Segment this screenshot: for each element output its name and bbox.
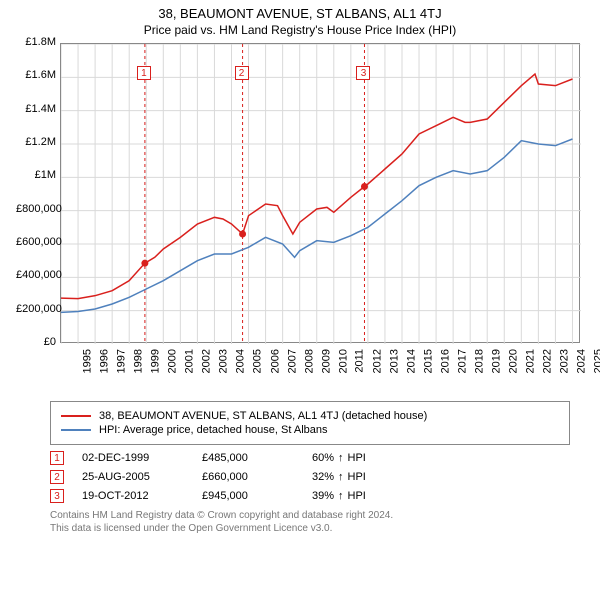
x-tick-label: 2001 xyxy=(184,349,196,373)
y-tick-label: £1.8M xyxy=(16,36,56,48)
transaction-row: 2 25-AUG-2005£660,00032%↑HPI xyxy=(50,470,570,484)
x-tick-label: 2006 xyxy=(269,349,281,373)
attribution-line1: Contains HM Land Registry data © Crown c… xyxy=(50,509,570,522)
legend-item: HPI: Average price, detached house, St A… xyxy=(61,424,559,436)
attribution: Contains HM Land Registry data © Crown c… xyxy=(50,509,570,535)
transaction-date: 02-DEC-1999 xyxy=(82,452,202,464)
x-tick-label: 2007 xyxy=(286,349,298,373)
x-tick-label: 2017 xyxy=(457,349,469,373)
legend-swatch xyxy=(61,429,91,431)
y-tick-label: £600,000 xyxy=(16,236,56,248)
transaction-marker: 1 xyxy=(50,451,64,465)
x-tick-label: 1995 xyxy=(81,349,93,373)
transaction-row: 3 19-OCT-2012£945,00039%↑HPI xyxy=(50,489,570,503)
x-tick-label: 2010 xyxy=(337,349,349,373)
legend-label: 38, BEAUMONT AVENUE, ST ALBANS, AL1 4TJ … xyxy=(99,410,427,422)
y-tick-label: £1.4M xyxy=(16,103,56,115)
chart-subtitle: Price paid vs. HM Land Registry's House … xyxy=(0,23,600,37)
chart-marker: 2 xyxy=(235,66,249,80)
legend: 38, BEAUMONT AVENUE, ST ALBANS, AL1 4TJ … xyxy=(50,401,570,445)
x-tick-label: 2000 xyxy=(167,349,179,373)
legend-item: 38, BEAUMONT AVENUE, ST ALBANS, AL1 4TJ … xyxy=(61,410,559,422)
x-tick-label: 2008 xyxy=(303,349,315,373)
x-tick-label: 2009 xyxy=(320,349,332,373)
legend-swatch xyxy=(61,415,91,417)
legend-label: HPI: Average price, detached house, St A… xyxy=(99,424,328,436)
arrow-up-icon: ↑ xyxy=(338,452,344,464)
y-tick-label: £200,000 xyxy=(16,303,56,315)
transaction-marker: 3 xyxy=(50,489,64,503)
x-tick-label: 2014 xyxy=(405,349,417,373)
x-tick-label: 2016 xyxy=(440,349,452,373)
transaction-date: 19-OCT-2012 xyxy=(82,490,202,502)
x-tick-label: 2002 xyxy=(201,349,213,373)
chart-marker: 3 xyxy=(356,66,370,80)
x-tick-label: 2004 xyxy=(235,349,247,373)
y-tick-label: £1.6M xyxy=(16,69,56,81)
x-tick-label: 2019 xyxy=(491,349,503,373)
x-tick-label: 2013 xyxy=(388,349,400,373)
x-tick-label: 2023 xyxy=(559,349,571,373)
transaction-marker: 2 xyxy=(50,470,64,484)
x-tick-label: 1997 xyxy=(116,349,128,373)
x-tick-label: 2018 xyxy=(474,349,486,373)
x-tick-label: 2024 xyxy=(576,349,588,373)
chart-marker: 1 xyxy=(137,66,151,80)
x-tick-label: 2003 xyxy=(218,349,230,373)
chart-area: £0 £200,000 £400,000 £600,000 £800,000 £1M £1.… xyxy=(10,43,590,393)
plot-region xyxy=(60,43,580,343)
attribution-line2: This data is licensed under the Open Gov… xyxy=(50,522,570,535)
x-tick-label: 2015 xyxy=(422,349,434,373)
transaction-price: £945,000 xyxy=(202,490,312,502)
x-tick-label: 2011 xyxy=(353,349,365,373)
x-tick-label: 1999 xyxy=(150,349,162,373)
arrow-up-icon: ↑ xyxy=(338,490,344,502)
y-tick-label: £400,000 xyxy=(16,269,56,281)
x-tick-label: 2025 xyxy=(593,349,600,373)
x-tick-label: 2020 xyxy=(508,349,520,373)
y-tick-label: £0 xyxy=(16,336,56,348)
arrow-up-icon: ↑ xyxy=(338,471,344,483)
transaction-price: £485,000 xyxy=(202,452,312,464)
transaction-row: 1 02-DEC-1999£485,00060%↑HPI xyxy=(50,451,570,465)
transactions-table: 1 02-DEC-1999£485,00060%↑HPI 2 25-AUG-2005£… xyxy=(50,451,570,503)
x-tick-label: 1996 xyxy=(99,349,111,373)
y-tick-label: £1M xyxy=(16,169,56,181)
transaction-delta: 60%↑HPI xyxy=(312,452,366,464)
x-tick-label: 2021 xyxy=(525,349,537,373)
x-tick-label: 2012 xyxy=(371,349,383,373)
y-tick-label: £800,000 xyxy=(16,203,56,215)
transaction-delta: 39%↑HPI xyxy=(312,490,366,502)
x-tick-label: 2022 xyxy=(542,349,554,373)
transaction-delta: 32%↑HPI xyxy=(312,471,366,483)
x-tick-label: 1998 xyxy=(133,349,145,373)
transaction-price: £660,000 xyxy=(202,471,312,483)
transaction-date: 25-AUG-2005 xyxy=(82,471,202,483)
y-tick-label: £1.2M xyxy=(16,136,56,148)
chart-title: 38, BEAUMONT AVENUE, ST ALBANS, AL1 4TJ xyxy=(0,6,600,21)
x-tick-label: 2005 xyxy=(252,349,264,373)
